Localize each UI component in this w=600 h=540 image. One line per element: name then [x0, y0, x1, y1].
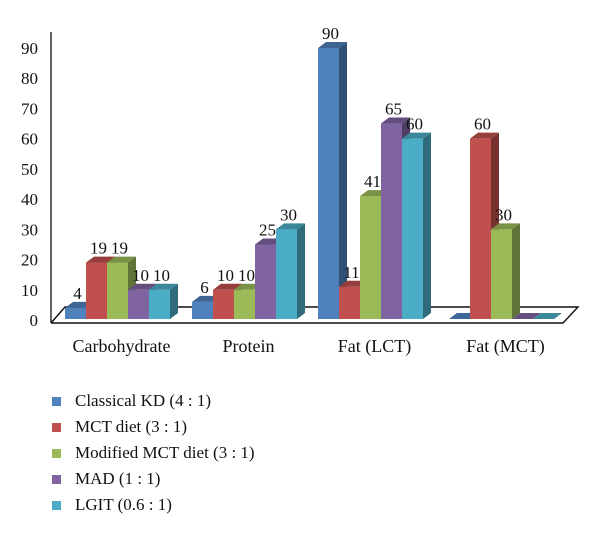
category-label: Fat (MCT): [466, 336, 545, 357]
category-label: Carbohydrate: [73, 336, 171, 356]
bar-top: [86, 256, 115, 263]
legend-item: LGIT (0.6 : 1): [52, 492, 255, 518]
bar: [512, 313, 541, 319]
data-label: 60: [406, 115, 423, 134]
axes: [50, 32, 580, 324]
legend-swatch: [52, 396, 61, 406]
legend-label: LGIT (0.6 : 1): [75, 495, 172, 514]
data-label: 30: [280, 205, 297, 224]
bar-front: [491, 229, 512, 319]
bars: [65, 42, 562, 319]
data-label: 19: [111, 239, 128, 258]
bar-side: [170, 283, 178, 319]
bar-top: [491, 223, 520, 230]
y-axis-ticks: 0 10 20 30 40 50 60 70 80 90: [21, 39, 38, 330]
bar-top: [149, 283, 178, 290]
bar-front: [107, 262, 128, 319]
bar-front: [65, 307, 86, 319]
y-tick-label: 40: [21, 190, 38, 209]
bar: [276, 223, 305, 319]
bar-front: [470, 138, 491, 319]
floor-plane: [50, 306, 580, 324]
bar-front: [86, 262, 107, 319]
legend-label: Classical KD (4 : 1): [75, 391, 211, 410]
category-label: Fat (LCT): [338, 336, 412, 357]
data-label: 10: [153, 266, 170, 285]
bar-top: [213, 283, 242, 290]
bar-front: [318, 48, 339, 319]
y-tick-label: 10: [21, 281, 38, 300]
y-tick-label: 60: [21, 130, 38, 149]
bar-top: [276, 223, 305, 230]
bar-top: [381, 117, 410, 124]
legend-item: Modified MCT diet (3 : 1): [52, 440, 255, 466]
y-tick-label: 30: [21, 220, 38, 239]
data-label: 65: [385, 100, 402, 119]
data-label: 10: [238, 266, 255, 285]
bar-side: [339, 42, 347, 319]
legend-item: Classical KD (4 : 1): [52, 388, 255, 414]
y-tick-label: 90: [21, 39, 38, 58]
data-label: 4: [73, 284, 82, 303]
y-tick-label: 50: [21, 160, 38, 179]
bar: [318, 42, 347, 319]
legend-swatch: [52, 422, 61, 432]
legend-label: Modified MCT diet (3 : 1): [75, 443, 255, 462]
bar-front: [213, 289, 234, 319]
bar: [533, 313, 562, 319]
bar-side: [423, 132, 431, 319]
bar-top: [402, 132, 431, 139]
bar-front: [360, 196, 381, 319]
legend-swatch: [52, 500, 61, 510]
legend-item: MAD (1 : 1): [52, 466, 255, 492]
bar-front: [234, 289, 255, 319]
legend: Classical KD (4 : 1) MCT diet (3 : 1) Modi…: [52, 388, 255, 518]
bar-front: [255, 244, 276, 319]
category-labels: Carbohydrate Protein Fat (LCT) Fat (MCT): [73, 336, 545, 357]
data-label: 60: [474, 115, 491, 134]
legend-swatch: [52, 448, 61, 458]
bar-front: [339, 286, 360, 319]
legend-label: MCT diet (3 : 1): [75, 417, 188, 436]
bar-front: [149, 289, 170, 319]
bar-top: [318, 42, 347, 48]
bar: [402, 132, 431, 319]
bar-side: [512, 223, 520, 319]
bar-front: [381, 123, 402, 319]
bar-top: [107, 256, 136, 263]
bar-front: [402, 138, 423, 319]
data-label: 41: [364, 172, 381, 191]
bar-top: [470, 132, 499, 139]
legend-item: MCT diet (3 : 1): [52, 414, 255, 440]
data-label: 30: [495, 205, 512, 224]
data-label: 6: [200, 278, 209, 297]
data-label: 25: [259, 220, 276, 239]
y-tick-label: 20: [21, 251, 38, 270]
y-tick-label: 70: [21, 99, 38, 118]
data-label: 11: [343, 263, 359, 282]
data-label: 10: [217, 266, 234, 285]
legend-label: MAD (1 : 1): [75, 469, 161, 488]
legend-swatch: [52, 474, 61, 484]
data-label: 10: [132, 266, 149, 285]
bar-zero: [533, 313, 562, 319]
bar-zero: [512, 313, 541, 319]
bar-top: [128, 283, 157, 290]
y-tick-label: 80: [21, 69, 38, 88]
bar-front: [192, 301, 213, 319]
category-label: Protein: [223, 336, 275, 356]
bar-front: [128, 289, 149, 319]
bar-front: [276, 229, 297, 319]
data-label: 90: [322, 24, 339, 43]
y-tick-label: 0: [30, 311, 39, 330]
bar: [491, 223, 520, 319]
bar: [149, 283, 178, 319]
data-label: 19: [90, 239, 107, 258]
bar-side: [297, 223, 305, 319]
